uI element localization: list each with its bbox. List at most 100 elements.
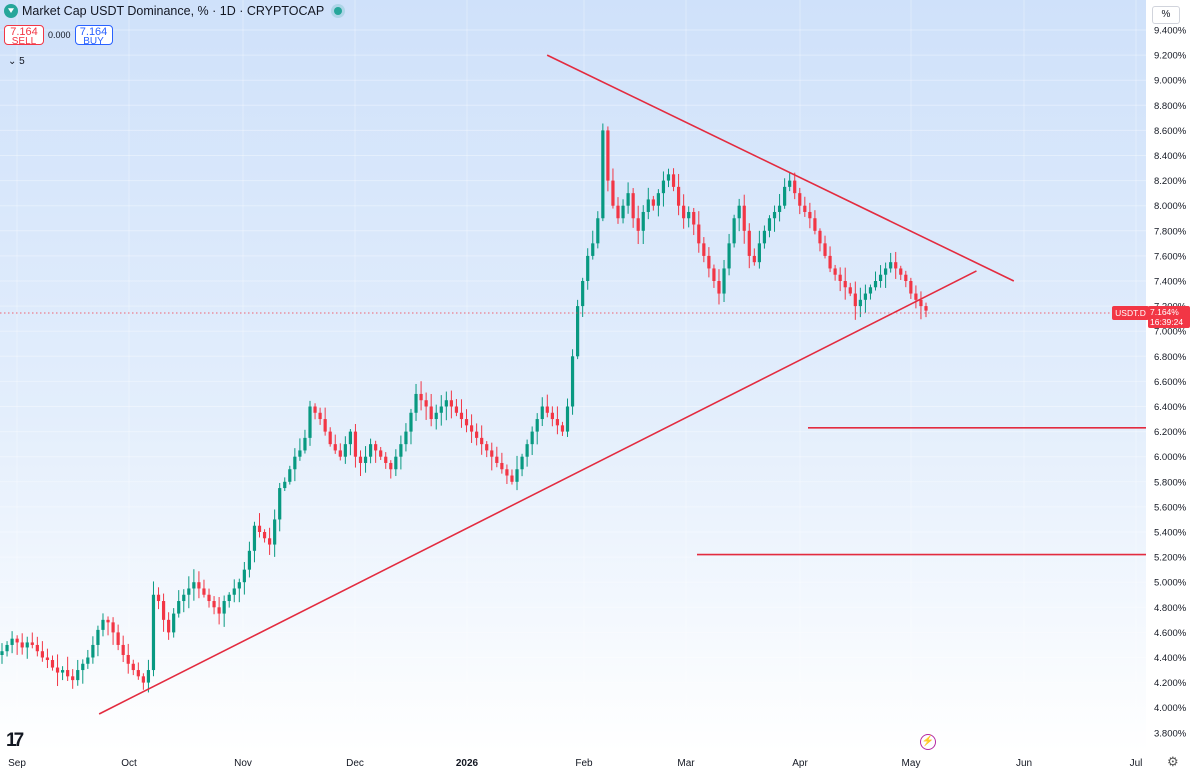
candle-body [889,262,893,269]
y-tick-label: 4.600% [1154,628,1187,639]
gear-icon[interactable]: ⚙ [1167,754,1179,769]
candle-body [535,419,539,432]
last-price-value: 7.164% [1150,307,1179,317]
candle-body [384,456,388,463]
live-dot-icon [334,7,343,15]
y-tick-label: 7.400% [1154,277,1187,288]
candle-body [454,406,459,413]
candle-body [576,306,580,357]
candle-body [449,400,453,407]
candle-body [560,425,565,432]
candle-body [545,406,549,413]
price-axis[interactable] [1146,0,1200,773]
x-tick-label: Mar [677,758,695,769]
buy-button[interactable]: 7.164 BUY [74,25,113,47]
tradingview-logo[interactable]: 17 [6,730,24,751]
candle-body [611,180,615,206]
y-tick-label: 4.000% [1154,703,1187,714]
candle-body [35,644,39,652]
candle-body [722,268,726,294]
candle-body [10,638,14,645]
chevron-diamond-icon[interactable] [4,4,18,18]
candle-body [868,287,873,294]
unit-button[interactable]: % [1152,6,1180,24]
candle-body [303,437,307,451]
y-tick-label: 7.000% [1154,327,1187,338]
time-axis[interactable] [0,752,1146,773]
candle-body [111,622,115,633]
candle-body [25,642,29,648]
candle-body [692,211,696,225]
candles-group [0,123,928,693]
x-tick-label: May [902,758,921,769]
candle-body [767,218,772,231]
candle-body [55,667,60,673]
y-tick-label: 3.800% [1154,728,1187,739]
candle-body [232,588,236,595]
candle-body [363,456,368,463]
y-tick-label: 5.400% [1154,528,1187,539]
candle-body [495,456,499,463]
candle-body [161,601,166,620]
candle-body [262,532,267,539]
candle-body [131,663,135,671]
candle-body [20,642,24,648]
candle-body [444,400,448,407]
candle-body [596,218,600,244]
candle-body [207,594,211,602]
candle-body [823,243,827,256]
candle-body [222,601,226,614]
candle-body [424,400,428,407]
candle-body [156,594,161,602]
candle-body [268,538,272,545]
candle-body [101,619,105,630]
candle-body [833,268,837,275]
candle-body [666,174,671,181]
candle-body [676,186,681,206]
y-tick-label: 5.200% [1154,553,1187,564]
candle-body [192,582,196,589]
candle-body [803,205,807,212]
sell-button[interactable]: 7.164 SELL [4,25,44,47]
candle-body [353,431,358,457]
y-tick-label: 6.200% [1154,427,1187,438]
candle-body [237,582,241,589]
x-tick-label: Feb [575,758,593,769]
candle-body [808,211,812,219]
candle-body [368,444,373,457]
candle-body [71,676,75,681]
candle-body [91,644,95,658]
lightning-icon[interactable]: ⚡ [920,734,936,750]
candle-body [66,670,70,677]
symbol-title[interactable]: Market Cap USDT Dominance, % · 1D · CRYP… [22,4,325,18]
candle-body [252,525,257,551]
candle-body [873,281,878,288]
y-tick-label: 8.400% [1154,151,1187,162]
candle-body [757,243,761,263]
candle-body [182,594,186,602]
candle-body [621,205,625,219]
candle-body [737,205,741,219]
candle-body [783,186,787,206]
candle-body [853,293,857,307]
y-tick-label: 8.600% [1154,126,1187,137]
candle-body [813,218,817,231]
candle-body [843,281,847,288]
candle-body [661,180,666,194]
candle-body [273,519,277,545]
buy-price: 7.164 [79,26,108,38]
candle-body [247,550,252,570]
candle-body [136,670,140,677]
candle-body [106,619,110,623]
candle-body [313,406,317,413]
candle-body [374,444,378,451]
candle-body [636,218,640,231]
candle-body [586,255,590,281]
candle-body [121,644,125,655]
y-tick-label: 8.000% [1154,201,1187,212]
indicators-toggle[interactable]: ⌄ 5 [8,56,25,67]
candle-body [96,629,100,645]
candle-body [212,601,216,608]
y-tick-label: 8.800% [1154,101,1187,112]
